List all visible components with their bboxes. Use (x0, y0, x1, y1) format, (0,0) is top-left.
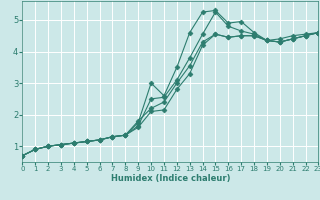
X-axis label: Humidex (Indice chaleur): Humidex (Indice chaleur) (111, 174, 230, 183)
